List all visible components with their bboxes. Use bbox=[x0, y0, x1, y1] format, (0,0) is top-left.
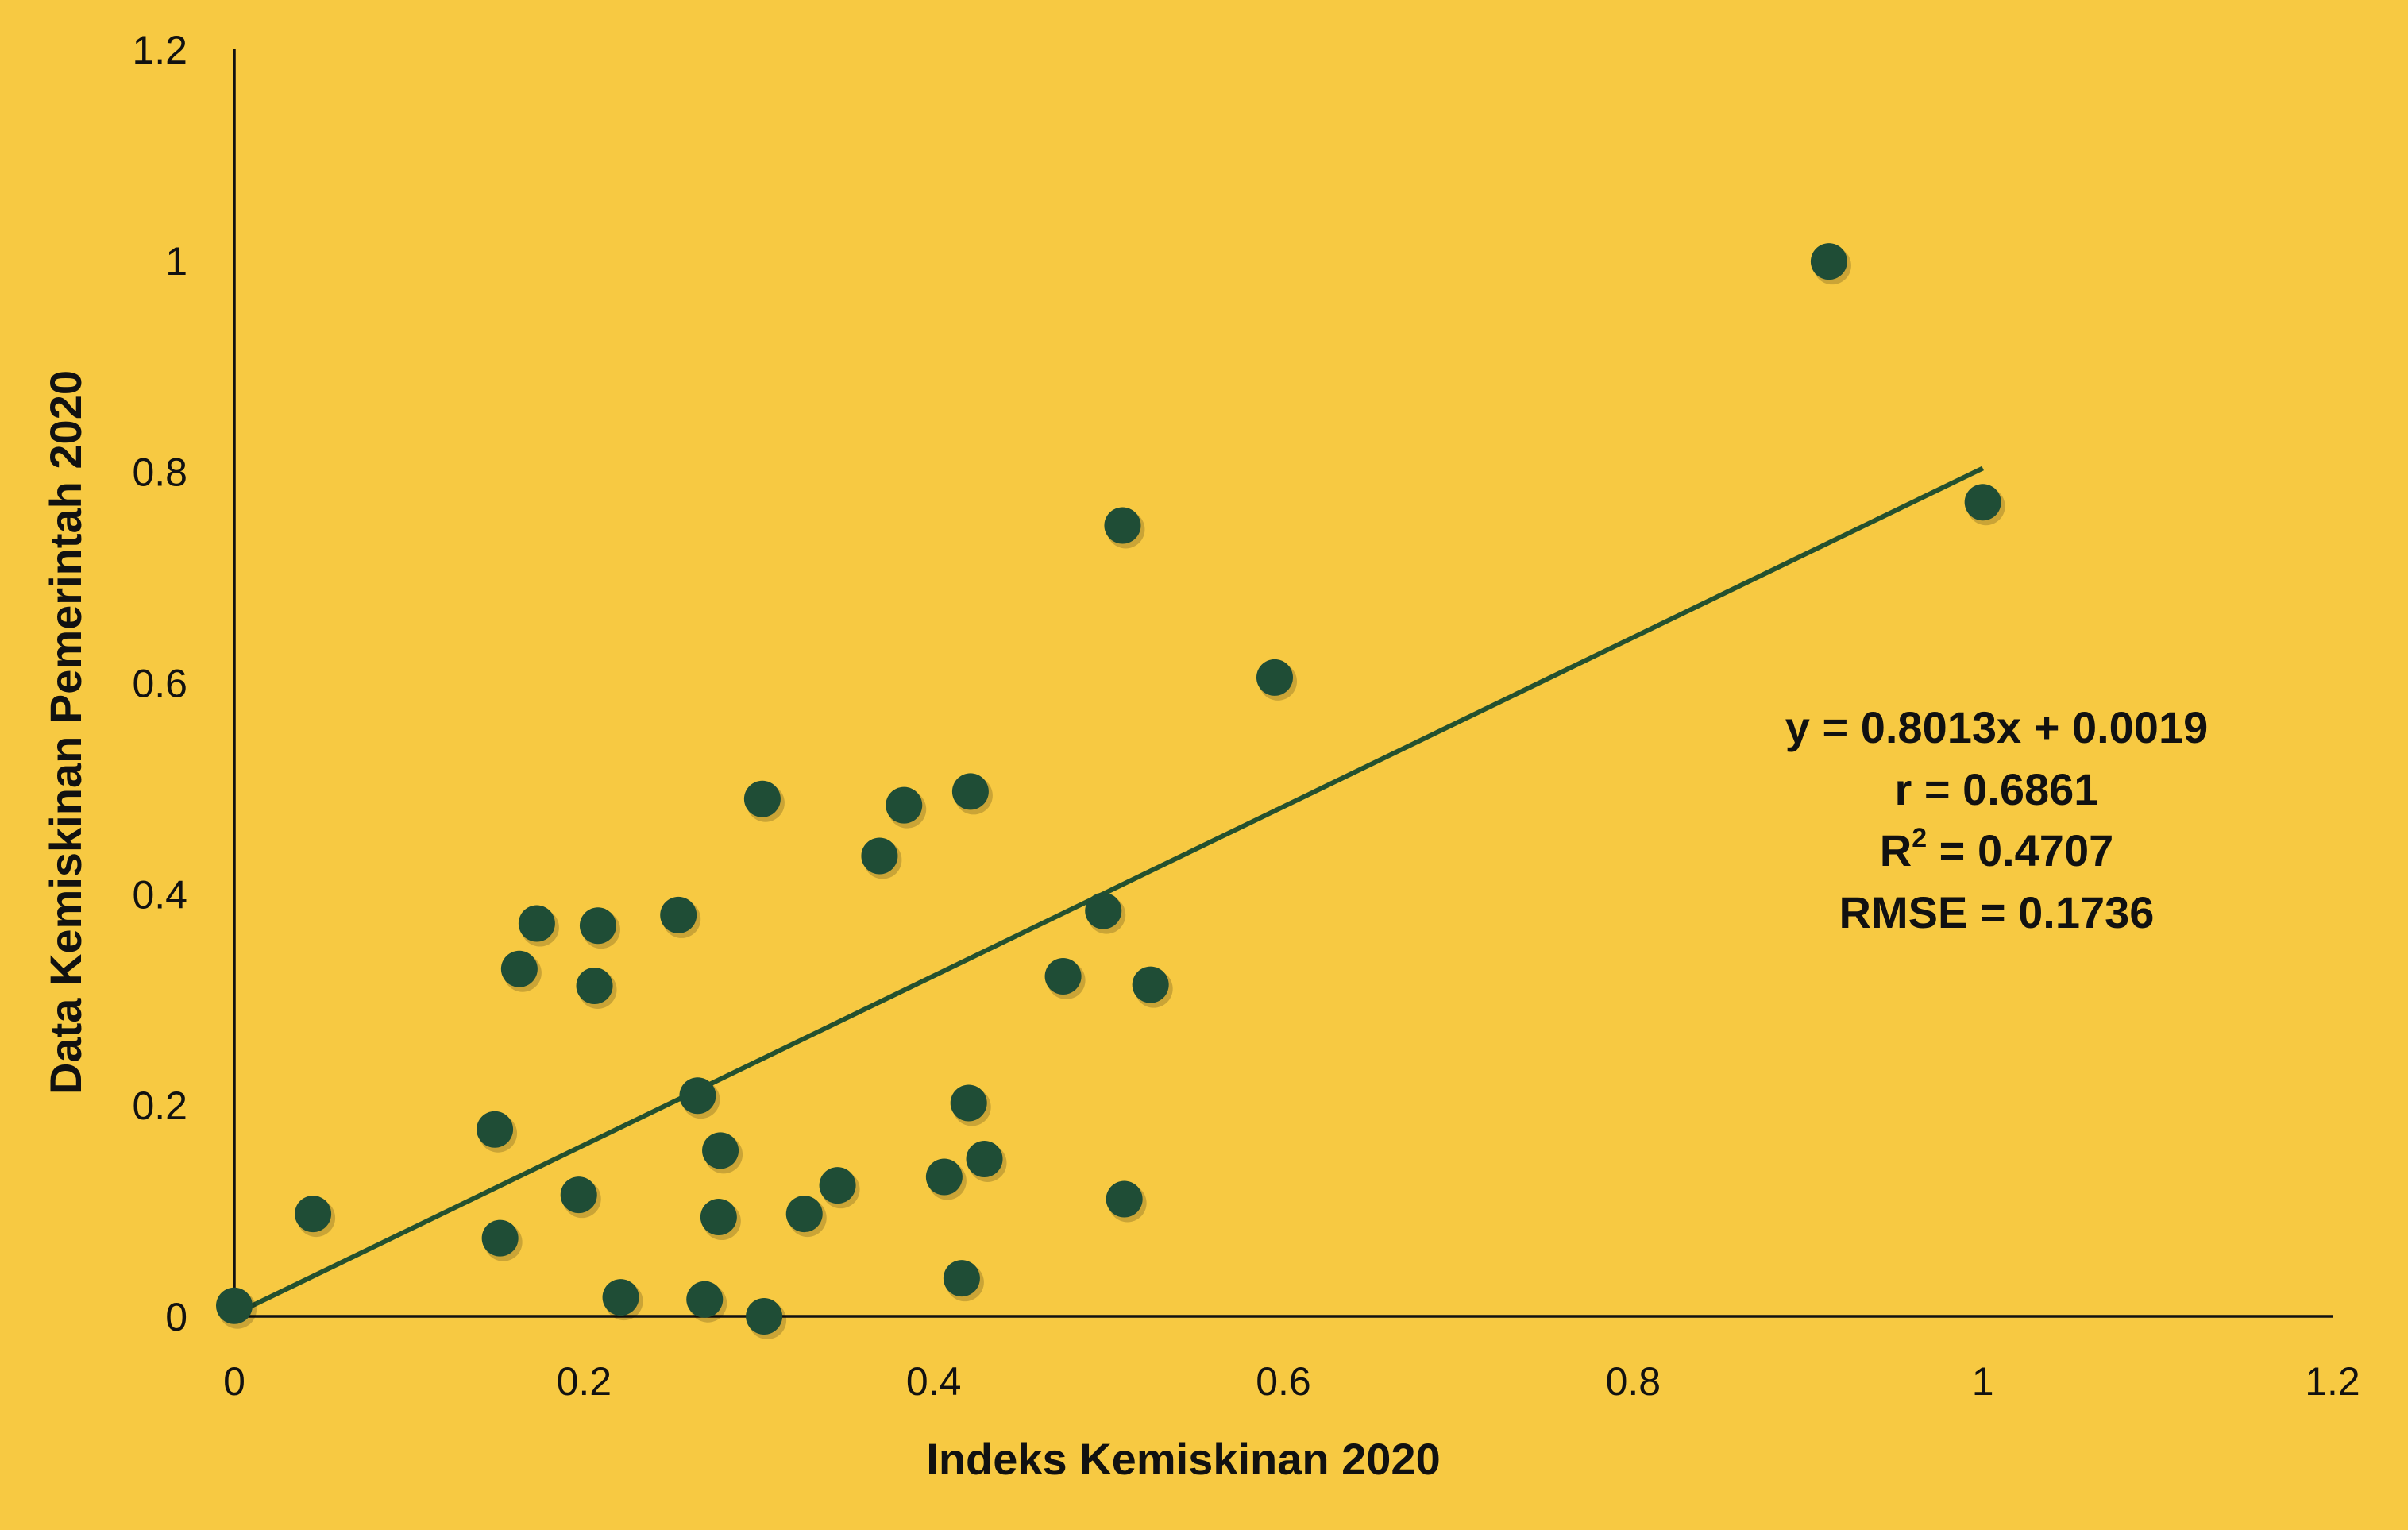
data-point bbox=[1964, 484, 2001, 521]
rmse-label: RMSE = 0.1736 bbox=[1839, 887, 2155, 937]
x-tick-label: 0 bbox=[223, 1359, 245, 1404]
regression-annotation: y = 0.8013x + 0.0019 r = 0.6861 R2 = 0.4… bbox=[1785, 702, 2209, 937]
y-axis-title: Data Kemiskinan Pemerintah 2020 bbox=[41, 370, 91, 1095]
equation-label: y = 0.8013x + 0.0019 bbox=[1785, 702, 2209, 752]
data-point bbox=[743, 780, 781, 817]
data-point bbox=[700, 1199, 737, 1236]
data-point bbox=[602, 1279, 639, 1316]
data-point bbox=[500, 950, 538, 987]
x-tick-label: 1 bbox=[1972, 1359, 1994, 1404]
data-point bbox=[1104, 507, 1141, 544]
r2-value: = 0.4707 bbox=[1927, 825, 2113, 875]
r-label: r = 0.6861 bbox=[1895, 764, 2099, 814]
x-axis-ticks: 0 0.2 0.4 0.6 0.8 1 1.2 bbox=[223, 1359, 2360, 1404]
data-point bbox=[925, 1158, 963, 1196]
data-point bbox=[481, 1219, 519, 1257]
trendline bbox=[233, 466, 1984, 1317]
y-tick-label: 0 bbox=[165, 1295, 187, 1339]
data-point bbox=[576, 967, 613, 1004]
data-point bbox=[861, 837, 898, 875]
data-point bbox=[1132, 966, 1169, 1003]
data-point bbox=[679, 1077, 716, 1115]
data-point bbox=[660, 896, 697, 933]
data-point bbox=[477, 1111, 514, 1148]
y-tick-label: 0.2 bbox=[132, 1084, 187, 1128]
y-tick-label: 0.6 bbox=[132, 662, 187, 706]
data-point bbox=[295, 1196, 332, 1233]
data-point bbox=[785, 1196, 823, 1233]
data-point bbox=[819, 1167, 856, 1204]
x-axis-title: Indeks Kemiskinan 2020 bbox=[926, 1434, 1440, 1484]
data-point bbox=[1085, 892, 1122, 929]
data-point bbox=[702, 1132, 739, 1169]
data-point bbox=[966, 1140, 1003, 1177]
x-tick-label: 1.2 bbox=[2305, 1359, 2360, 1404]
r2-label: R2 = 0.4707 bbox=[1880, 823, 2113, 875]
data-point bbox=[1044, 958, 1082, 995]
x-tick-label: 0.4 bbox=[906, 1359, 962, 1404]
data-point bbox=[886, 786, 923, 824]
data-points bbox=[216, 243, 2005, 1339]
y-tick-label: 0.4 bbox=[132, 872, 187, 917]
data-point bbox=[951, 773, 989, 810]
y-tick-label: 1.2 bbox=[132, 28, 187, 72]
data-point bbox=[518, 905, 555, 942]
data-point bbox=[579, 907, 616, 945]
data-point bbox=[686, 1281, 724, 1318]
data-point bbox=[943, 1260, 980, 1297]
data-point bbox=[746, 1298, 783, 1335]
y-tick-label: 1 bbox=[165, 239, 187, 284]
data-point bbox=[1106, 1180, 1143, 1218]
r2-superscript: 2 bbox=[1912, 823, 1927, 853]
data-point bbox=[216, 1287, 253, 1324]
y-tick-label: 0.8 bbox=[132, 450, 187, 495]
data-point bbox=[950, 1084, 987, 1122]
data-point bbox=[1256, 659, 1293, 696]
data-point bbox=[1810, 243, 1847, 280]
x-tick-label: 0.8 bbox=[1606, 1359, 1661, 1404]
y-axis-ticks: 0 0.2 0.4 0.6 0.8 1 1.2 bbox=[132, 28, 187, 1339]
x-tick-label: 0.6 bbox=[1256, 1359, 1311, 1404]
x-tick-label: 0.2 bbox=[557, 1359, 612, 1404]
data-point bbox=[560, 1176, 597, 1214]
r2-prefix: R bbox=[1880, 825, 1912, 875]
